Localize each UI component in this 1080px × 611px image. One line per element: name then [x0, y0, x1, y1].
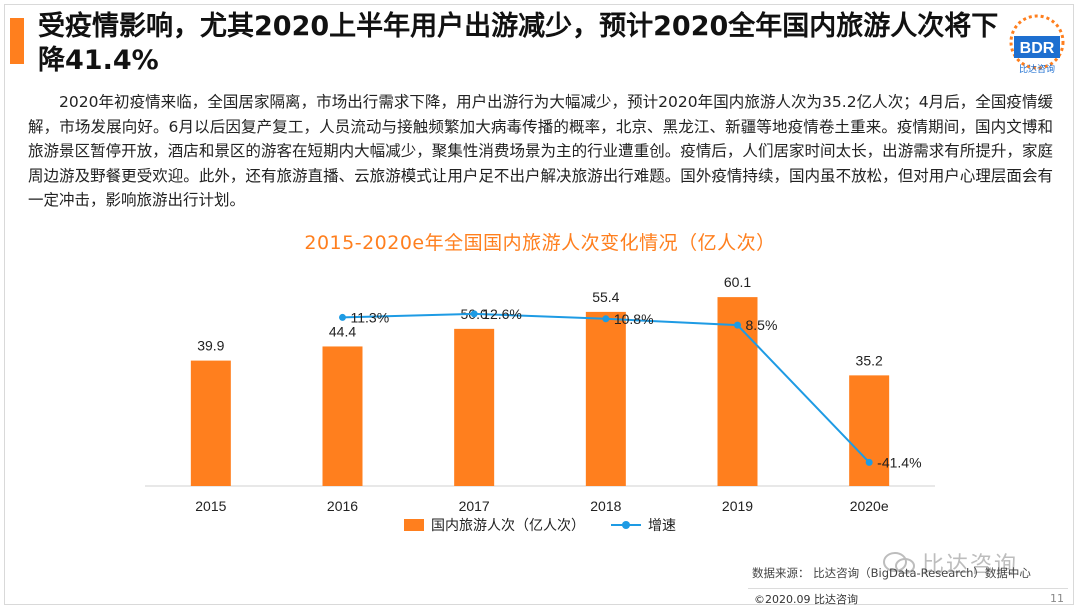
description-paragraph: 2020年初疫情来临，全国居家隔离，市场出行需求下降，用户出游行为大幅减少，预计… [28, 93, 1053, 209]
copyright: ©2020.09 比达咨询 [754, 593, 858, 606]
x-tick-label-2019: 2019 [722, 498, 753, 514]
x-tick-label-2018: 2018 [590, 498, 621, 514]
logo-subtext: 比达咨询 [1019, 63, 1055, 75]
bar-2015 [190, 360, 231, 486]
data-source: 数据来源： 比达咨询（BigData-Research）数据中心 [752, 566, 1031, 580]
growth-label-2017: 12.6% [482, 306, 522, 322]
bar-value-label-2015: 39.9 [197, 338, 224, 354]
bar-2016 [322, 346, 363, 486]
legend-item-line: 增速 [611, 515, 676, 535]
wechat-icon [883, 552, 915, 574]
chart-title: 2015-2020e年全国国内旅游人次变化情况（亿人次） [304, 232, 776, 254]
growth-point-2020e [865, 458, 873, 466]
growth-label-2020e: -41.4% [877, 454, 921, 470]
slide-frame [4, 4, 1074, 605]
bar-value-label-2019: 60.1 [724, 274, 751, 290]
legend-bar-label: 国内旅游人次（亿人次） [431, 518, 585, 534]
chart-legend: 国内旅游人次（亿人次） 增速 [404, 515, 676, 535]
x-tick-label-2020e: 2020e [850, 498, 889, 514]
legend-bar-swatch [404, 519, 424, 531]
legend-line-swatch [611, 519, 641, 531]
bar-2017 [454, 328, 495, 486]
x-tick-label-2016: 2016 [327, 498, 358, 514]
bdr-logo: BDR 比达咨询 [1009, 14, 1065, 75]
growth-label-2018: 10.8% [614, 311, 654, 327]
legend-item-bar: 国内旅游人次（亿人次） [404, 515, 585, 535]
page-number: 11 [1050, 592, 1064, 605]
bar-2020e [849, 375, 890, 486]
growth-point-2017 [470, 310, 478, 318]
growth-label-2016: 11.3% [351, 309, 390, 325]
x-tick-label-2015: 2015 [195, 498, 226, 514]
x-tick-label-2017: 2017 [459, 498, 490, 514]
logo-text: BDR [1020, 40, 1055, 57]
footer-divider [748, 588, 1068, 589]
page-title: 受疫情影响，尤其2020上半年用户出游减少，预计2020全年国内旅游人次将下降4… [38, 11, 999, 76]
title-accent-bar [10, 18, 24, 64]
bar-2018 [585, 311, 626, 486]
growth-point-2019 [734, 321, 741, 329]
growth-point-2018 [602, 315, 610, 323]
bar-value-label-2020e: 35.2 [856, 352, 883, 368]
legend-line-label: 增速 [648, 518, 676, 534]
bar-value-label-2018: 55.4 [592, 289, 619, 305]
wechat-watermark: 比达咨询 [882, 547, 1018, 579]
watermark-text: 比达咨询 [922, 553, 1019, 578]
growth-point-2016 [339, 313, 346, 321]
growth-label-2019: 8.5% [746, 317, 778, 333]
bar-value-label-2016: 44.4 [329, 323, 356, 339]
